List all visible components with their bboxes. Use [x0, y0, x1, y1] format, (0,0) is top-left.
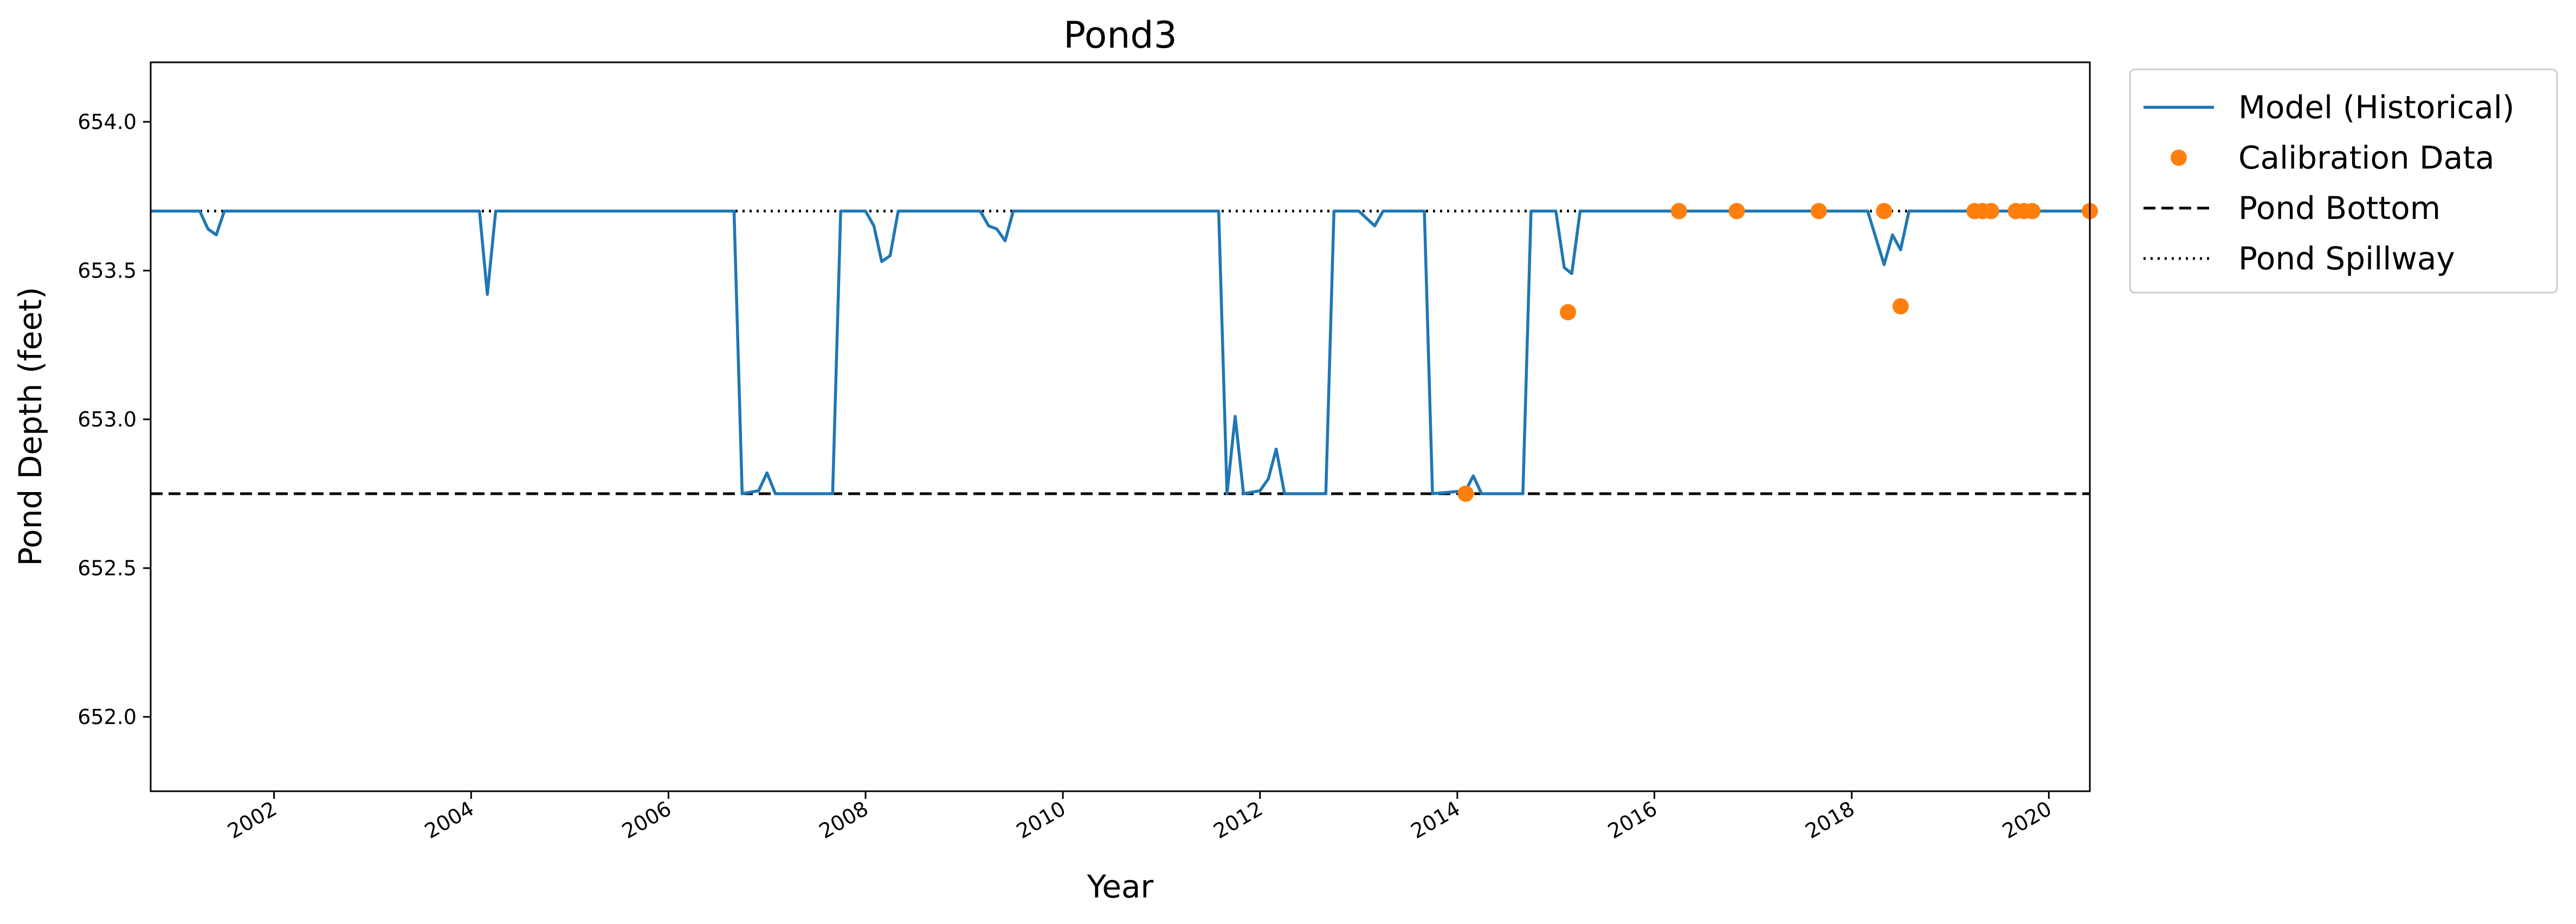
x-tick-label-3: 2008 [815, 797, 873, 843]
y-tick-label-4: 654.0 [78, 110, 137, 134]
calibration-point-1 [1560, 304, 1577, 321]
x-tick-label-4: 2010 [1012, 797, 1070, 843]
calibration-point-4 [1810, 203, 1827, 219]
calibration-point-6 [1892, 298, 1909, 315]
x-axis-label: Year [1087, 868, 1154, 905]
y-tick-label-1: 652.5 [78, 556, 137, 580]
legend: Model (Historical) Calibration Data Pond B… [2129, 68, 2558, 294]
y-tick-label-0: 652.0 [78, 705, 137, 729]
axes: 2002 2004 2006 2008 2010 2012 2014 2016 2018 2020… [78, 110, 2056, 843]
legend-box [2129, 68, 2558, 294]
plot-area [151, 203, 2098, 502]
x-tick-label-5: 2012 [1210, 797, 1267, 843]
y-axis-label: Pond Depth (feet) [12, 287, 49, 566]
x-tick-label-7: 2016 [1604, 797, 1661, 843]
calibration-point-12 [2024, 203, 2041, 219]
calibration-point-0 [1457, 486, 1474, 502]
y-tick-label-2: 653.0 [78, 408, 137, 431]
x-tick-label-9: 2020 [1998, 797, 2056, 843]
x-tick-label-1: 2004 [421, 797, 478, 843]
x-tick-label-6: 2014 [1407, 797, 1464, 843]
calibration-point-2 [1670, 203, 1687, 219]
x-tick-label-0: 2002 [223, 797, 281, 843]
legend-label-3: Pond Spillway [2238, 240, 2455, 277]
chart-title: Pond3 [1063, 14, 1177, 57]
calibration-point-9 [1983, 203, 1999, 219]
legend-label-0: Model (Historical) [2238, 89, 2515, 126]
legend-handle-1 [2171, 150, 2187, 166]
x-tick-label-2: 2006 [618, 797, 675, 843]
plot-frame [150, 61, 2091, 792]
series-0-line [151, 209, 2090, 495]
calibration-point-3 [1728, 203, 1745, 219]
calibration-point-5 [1876, 203, 1893, 219]
x-tick-label-8: 2018 [1801, 797, 1858, 843]
legend-label-2: Pond Bottom [2238, 190, 2441, 227]
legend-label-1: Calibration Data [2238, 139, 2495, 176]
y-tick-label-3: 653.5 [78, 259, 137, 282]
